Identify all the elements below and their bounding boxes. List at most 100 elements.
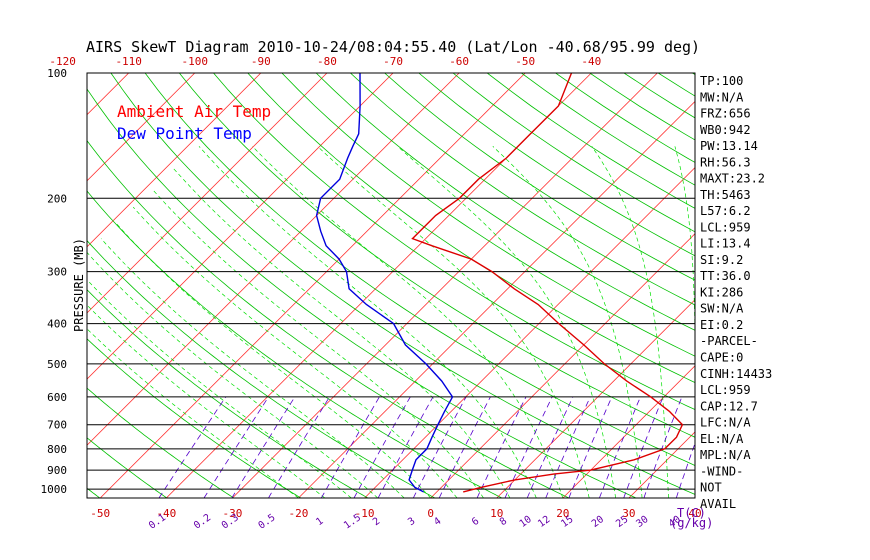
stat-label: AVAIL [700, 497, 736, 511]
stat-label: MAXT:23.2 [700, 172, 765, 186]
stat-label: CAP:12.7 [700, 399, 758, 413]
series-line-temp [411, 73, 684, 493]
isotherm-line [761, 73, 870, 498]
stat-label: MPL:N/A [700, 448, 751, 462]
mixing-ratio-line [231, 396, 296, 498]
mixing-ratio-tick-label: 8 [498, 516, 509, 528]
moist-adiabat-line [87, 252, 379, 498]
dry-adiabat-line [418, 73, 695, 257]
moist-adiabat-line [317, 146, 590, 498]
y-tick-label: 300 [47, 266, 67, 279]
top-tick-label: -50 [515, 55, 535, 68]
isotherm-line [87, 73, 460, 446]
stat-label: LCL:959 [700, 383, 751, 397]
x-tick-label: -50 [90, 507, 110, 520]
top-tick-label: -80 [317, 55, 337, 68]
mixing-ratio-line [526, 396, 574, 498]
isotherm-line [87, 73, 129, 116]
y-tick-label: 500 [47, 358, 67, 371]
mixing-ratio-tick-label: 0.2 [192, 512, 213, 531]
dry-adiabat-line [87, 289, 369, 498]
x-tick-label: -30 [222, 507, 242, 520]
x-axis-top: -120 -110 -100 -90 -80 -70 -60 -50 -40 [49, 55, 601, 68]
legend-entry: Ambient Air Temp [117, 102, 271, 121]
stat-label: -WIND- [700, 464, 743, 478]
y-axis-label: PRESSURE (MB) [72, 238, 86, 332]
top-tick-label: -40 [581, 55, 601, 68]
stat-label: NOT [700, 481, 722, 495]
mixing-ratio-line [504, 396, 553, 498]
y-tick-label: 700 [47, 419, 67, 432]
stat-label: KI:286 [700, 285, 743, 299]
y-tick-label: 100 [47, 67, 67, 80]
x-tick-label: 20 [556, 507, 569, 520]
dry-adiabat-line [110, 73, 695, 495]
series-line-dewpoint [315, 73, 454, 493]
isotherm-line [232, 73, 658, 498]
legend: Ambient Air Temp Dew Point Temp [117, 102, 271, 143]
dry-adiabat-line [87, 387, 235, 498]
moist-adiabat-line [173, 168, 511, 498]
dry-adiabat-line [452, 73, 695, 233]
stat-label: MW:N/A [700, 90, 744, 104]
moist-adiabat-line [87, 304, 326, 498]
stat-label: CAPE:0 [700, 350, 743, 364]
stat-label: -PARCEL- [700, 334, 758, 348]
mixing-ratio-line [268, 396, 330, 498]
stat-label: SW:N/A [700, 302, 744, 316]
mixing-ratio-tick-label: 12 [536, 514, 552, 530]
x-tick-label: -40 [156, 507, 176, 520]
top-tick-label: -100 [182, 55, 209, 68]
mixing-ratio-tick-label: 6 [470, 516, 481, 528]
dry-adiabat-line [0, 73, 33, 498]
mixing-ratio-tick-label: 1 [314, 516, 325, 528]
mixing-ratio-line [158, 396, 227, 498]
chart-title: AIRS SkewT Diagram 2010-10-24/08:04:55.4… [86, 38, 700, 56]
dry-adiabat-line [350, 73, 695, 306]
x-tick-label: 30 [622, 507, 635, 520]
x-tick-label: 0 [427, 507, 434, 520]
isotherm-line [827, 73, 870, 498]
mixing-ratio-line [623, 396, 664, 498]
moist-adiabat-line [132, 206, 458, 498]
stat-label: LCL:959 [700, 220, 751, 234]
stat-label: CINH:14433 [700, 367, 772, 381]
moist-adiabat-line [116, 223, 431, 498]
mixing-ratio-line [545, 396, 591, 498]
dry-adiabat-line [384, 73, 695, 281]
moist-adiabat-line [492, 146, 643, 498]
dry-adiabat-line [87, 437, 168, 498]
y-axis: 100 200 300 400 500 600 700 800 900 1000 [41, 67, 68, 496]
mixing-ratio-line [320, 396, 380, 498]
y-tick-label: 1000 [41, 483, 68, 496]
top-tick-label: -90 [251, 55, 271, 68]
mixing-ratio-line [412, 396, 467, 498]
moist-adiabat-line [151, 188, 484, 498]
stat-label: TT:36.0 [700, 269, 751, 283]
moist-adiabat-line [100, 238, 405, 498]
mixing-ratio-tick-label: 2 [371, 516, 382, 528]
isotherm-line [87, 73, 394, 380]
isotherm-line [99, 73, 526, 498]
mixing-ratio-line [675, 442, 695, 498]
moist-adiabat-line [397, 146, 617, 498]
stability-indices: TP:100 MW:N/A FRZ:656 WB0:942 PW:13.14 RH:56.… [700, 74, 772, 511]
moist-adiabat-line [252, 146, 564, 498]
stat-label: EL:N/A [700, 432, 744, 446]
mixing-ratio-line [377, 396, 434, 498]
stat-label: WB0:942 [700, 123, 751, 137]
dry-adiabat-line [87, 139, 570, 498]
stat-label: FRZ:656 [700, 107, 751, 121]
plot-frame [86, 72, 696, 499]
profile-lines [315, 73, 684, 493]
y-tick-label: 900 [47, 464, 67, 477]
mixing-ratio-unit-label: (g/kg) [670, 516, 713, 530]
y-tick-label: 600 [47, 391, 67, 404]
stat-label: TP:100 [700, 74, 743, 88]
moist-adiabat-line [87, 279, 352, 498]
mixing-ratio-line [568, 396, 613, 498]
mixing-ratio-line [353, 396, 411, 498]
x-tick-label: -20 [289, 507, 309, 520]
stat-label: L57:6.2 [700, 204, 751, 218]
